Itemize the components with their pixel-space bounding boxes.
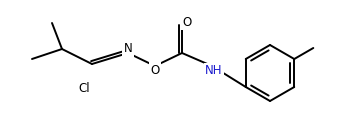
Text: O: O — [150, 64, 159, 77]
Text: NH: NH — [205, 64, 223, 78]
Text: O: O — [182, 15, 191, 29]
Text: Cl: Cl — [78, 83, 90, 95]
Text: N: N — [124, 42, 132, 56]
